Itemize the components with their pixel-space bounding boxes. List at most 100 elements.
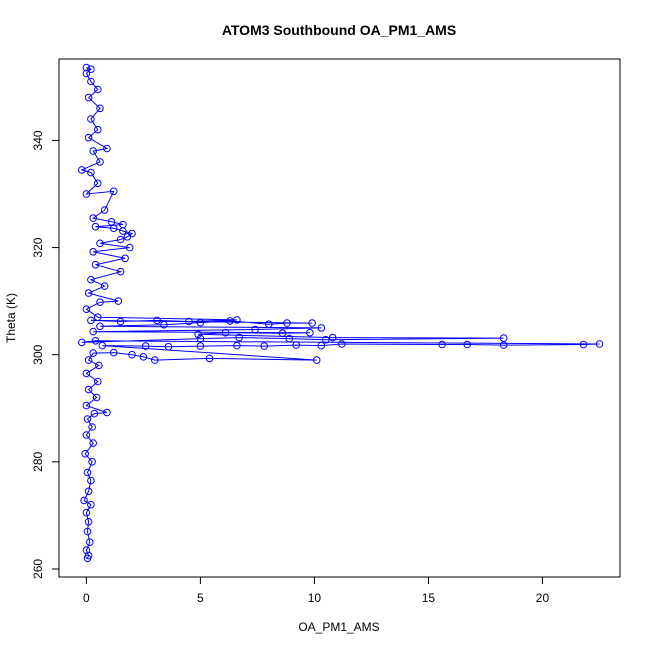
data-point [164,342,173,351]
data-point [87,275,95,284]
data-point [91,260,100,269]
data-point [265,320,273,329]
data-point [283,319,291,327]
data-point [92,393,101,402]
data-point [233,341,241,350]
data-point [194,330,202,339]
data-point [89,439,97,447]
data-point [80,496,88,505]
data-point [235,333,243,342]
data-point [317,324,326,332]
data-point [185,317,193,326]
data-point [322,335,330,344]
data-point [87,168,95,177]
data-point [94,85,102,94]
data-point [109,187,118,196]
data-point [121,254,129,263]
data-point [125,243,134,252]
data-point [91,222,100,231]
data-point [128,229,136,238]
data-point [278,329,287,338]
data-point [96,322,104,331]
series-line [80,67,600,559]
data-point [96,298,104,307]
data-point [84,487,93,496]
data-point [292,341,301,349]
data-point [100,206,109,214]
data-point [151,356,159,364]
data-point [595,340,604,348]
data-point [89,327,97,336]
x-tick-label: 15 [422,591,436,605]
data-point [84,93,93,102]
data-point [499,334,508,342]
data-point [83,527,92,536]
data-point [87,65,95,73]
data-point [89,214,97,222]
data-point [87,77,95,86]
data-point [317,341,326,350]
data-point [78,166,86,174]
y-tick-label: 320 [31,237,45,257]
x-tick-label: 0 [83,591,90,605]
data-point [116,235,125,244]
data-point [196,334,205,343]
chart-title: ATOM3 Southbound OA_PM1_AMS [222,22,456,38]
data-point [109,348,118,357]
data-point [100,282,109,290]
data-point [82,69,91,78]
data-point [260,342,269,350]
y-tick-label: 340 [31,130,45,150]
y-axis-label: Theta (K) [4,293,18,343]
data-point [221,328,230,337]
data-point [312,356,321,364]
data-point [139,353,148,361]
data-point [95,361,103,370]
data-point [579,340,588,349]
data-point [196,342,205,350]
data-point [338,340,346,348]
data-point [82,508,91,517]
data-point [98,341,107,350]
data-point [84,385,93,394]
data-point [94,313,102,322]
data-point [233,316,241,324]
data-point [141,342,150,350]
data-point [84,356,93,364]
data-point [328,333,337,342]
data-point [84,518,93,526]
data-point [116,317,125,326]
data-point [82,190,91,198]
data-point [94,377,102,386]
y-tick-label: 300 [31,344,45,364]
data-point [82,546,91,555]
data-point [116,267,125,276]
data-point [94,179,102,188]
data-point [86,538,94,547]
x-axis: 0 5 10 15 20 [83,576,549,605]
data-point [84,289,93,297]
data-point [109,224,118,233]
data-point [463,340,472,349]
data-point [91,337,100,345]
data-point [96,158,104,166]
data-point [160,320,168,329]
y-tick-label: 280 [31,451,45,471]
data-point [205,354,214,363]
data-point [438,340,446,349]
data-point [82,305,91,314]
data-point [285,334,294,343]
data-point [82,401,91,410]
y-tick-label: 260 [31,559,45,579]
y-axis: 260 280 300 320 340 [31,130,60,579]
data-point [103,408,111,417]
data-point [114,297,123,305]
data-point [82,63,91,72]
data-point [94,125,102,134]
data-point [89,147,97,155]
data-point [87,115,95,123]
data-point [96,104,104,113]
x-tick-label: 5 [197,591,204,605]
data-point [128,350,136,359]
